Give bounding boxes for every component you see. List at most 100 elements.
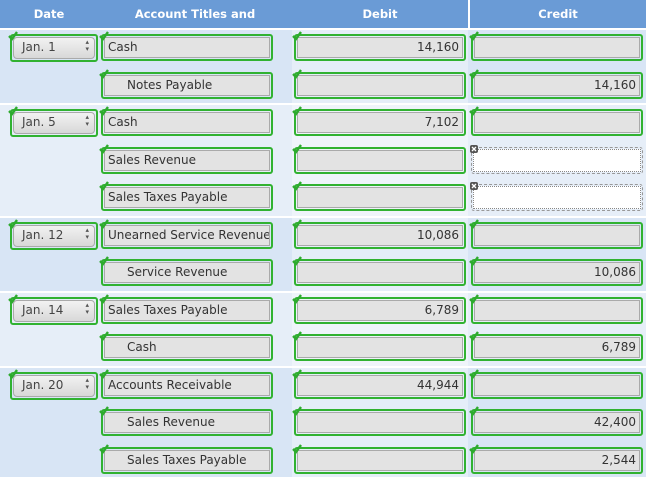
debit-wrapper: 44,944 — [294, 371, 466, 399]
check-mark — [292, 293, 302, 304]
credit-input[interactable] — [474, 299, 640, 321]
check-mark — [99, 68, 109, 79]
check-mark — [292, 218, 302, 229]
credit-wrapper — [471, 34, 643, 61]
date-wrapper: Jan. 12 — [10, 221, 98, 250]
account-wrapper: Sales Taxes Payable — [101, 184, 273, 211]
check-mark — [292, 181, 302, 191]
credit-wrapper — [471, 371, 643, 399]
account-input[interactable]: Sales Revenue — [104, 149, 270, 171]
check-mark — [292, 331, 302, 341]
date-select[interactable]: Jan. 12 — [13, 224, 95, 247]
check-mark — [8, 218, 18, 229]
column-header: Account Titles and Explanation — [98, 0, 292, 49]
account-input[interactable]: Cash — [104, 37, 270, 58]
credit-wrapper — [471, 221, 643, 249]
column-header: Debit — [292, 0, 468, 28]
account-input[interactable]: Notes Payable — [104, 74, 270, 96]
credit-wrapper: 6,789 — [471, 334, 643, 361]
check-mark — [292, 31, 302, 41]
date-select[interactable]: Jan. 20 — [13, 374, 95, 397]
credit-input[interactable] — [473, 186, 641, 209]
date-select[interactable]: Jan. 14 — [13, 299, 95, 322]
debit-input[interactable] — [297, 149, 463, 171]
debit-input[interactable]: 14,160 — [297, 37, 463, 58]
account-wrapper: Unearned Service Revenue — [101, 221, 273, 249]
debit-wrapper — [294, 446, 466, 474]
debit-input[interactable] — [297, 262, 463, 283]
credit-wrapper: 14,160 — [471, 71, 643, 99]
account-input[interactable]: Cash — [104, 112, 270, 133]
credit-wrapper: 2,544 — [471, 446, 643, 474]
check-mark — [8, 368, 18, 379]
debit-input[interactable] — [297, 74, 463, 96]
account-wrapper: Cash — [101, 109, 273, 136]
check-mark — [8, 293, 18, 304]
debit-input[interactable] — [297, 412, 463, 433]
account-input[interactable]: Sales Taxes Payable — [104, 449, 270, 471]
debit-input[interactable] — [297, 187, 463, 208]
account-input[interactable]: Cash — [104, 337, 270, 358]
account-input[interactable]: Service Revenue — [104, 262, 270, 283]
date-select[interactable]: Jan. 5 — [13, 112, 95, 134]
credit-input[interactable]: 42,400 — [474, 412, 640, 433]
debit-wrapper — [294, 334, 466, 361]
check-mark — [99, 181, 109, 191]
check-mark — [469, 331, 479, 341]
debit-wrapper: 6,789 — [294, 296, 466, 324]
credit-input[interactable] — [474, 37, 640, 58]
check-mark — [292, 368, 302, 379]
account-wrapper: Sales Revenue — [101, 146, 273, 174]
check-mark — [469, 31, 479, 41]
credit-input[interactable]: 10,086 — [474, 262, 640, 283]
account-wrapper: Sales Taxes Payable — [101, 446, 273, 474]
check-mark — [469, 256, 479, 266]
debit-wrapper: 7,102 — [294, 109, 466, 136]
credit-input[interactable]: 2,544 — [474, 449, 640, 471]
debit-input[interactable] — [297, 337, 463, 358]
cross-mark — [470, 182, 478, 190]
credit-input[interactable]: 14,160 — [474, 74, 640, 96]
debit-wrapper — [294, 184, 466, 211]
check-mark — [99, 143, 109, 154]
account-wrapper: Notes Payable — [101, 71, 273, 99]
debit-input[interactable]: 7,102 — [297, 112, 463, 133]
debit-input[interactable]: 10,086 — [297, 224, 463, 246]
credit-input[interactable] — [474, 374, 640, 396]
credit-wrapper — [471, 109, 643, 136]
debit-input[interactable] — [297, 449, 463, 471]
account-wrapper: Cash — [101, 34, 273, 61]
date-wrapper: Jan. 1 — [10, 34, 98, 62]
debit-wrapper — [294, 259, 466, 286]
check-mark — [292, 256, 302, 266]
debit-wrapper — [294, 71, 466, 99]
debit-input[interactable]: 6,789 — [297, 299, 463, 321]
account-input[interactable]: Sales Revenue — [104, 412, 270, 433]
credit-input[interactable] — [474, 224, 640, 246]
credit-input[interactable] — [474, 112, 640, 133]
check-mark — [469, 406, 479, 416]
account-wrapper: Accounts Receivable — [101, 371, 273, 399]
check-mark — [469, 68, 479, 79]
account-input[interactable]: Sales Taxes Payable — [104, 299, 270, 321]
check-mark — [99, 443, 109, 454]
date-wrapper: Jan. 5 — [10, 109, 98, 137]
credit-wrapper — [471, 184, 643, 211]
debit-input[interactable]: 44,944 — [297, 374, 463, 396]
check-mark — [99, 406, 109, 416]
check-mark — [469, 106, 479, 116]
check-mark — [469, 368, 479, 379]
date-select[interactable]: Jan. 1 — [13, 37, 95, 59]
account-input[interactable]: Accounts Receivable — [104, 374, 270, 396]
check-mark — [292, 106, 302, 116]
account-input[interactable]: Unearned Service Revenue — [104, 224, 270, 246]
check-mark — [99, 293, 109, 304]
debit-wrapper: 14,160 — [294, 34, 466, 61]
debit-wrapper — [294, 146, 466, 174]
account-input[interactable]: Sales Taxes Payable — [104, 187, 270, 208]
credit-input[interactable] — [473, 148, 641, 172]
check-mark — [292, 406, 302, 416]
account-wrapper: Service Revenue — [101, 259, 273, 286]
credit-input[interactable]: 6,789 — [474, 337, 640, 358]
